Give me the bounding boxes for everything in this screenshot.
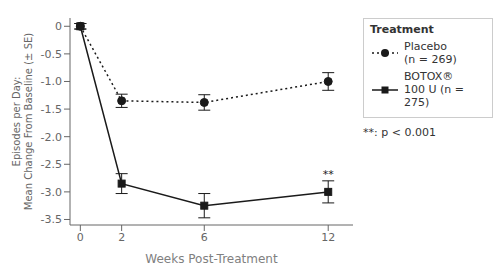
svg-text:Weeks Post-Treatment: Weeks Post-Treatment — [145, 252, 278, 265]
html-text:Treatment: Treatment — [370, 23, 434, 36]
svg-text:0: 0 — [77, 231, 84, 244]
svg-text:-0.5: -0.5 — [41, 48, 62, 61]
html-text:Placebo (n = 269): Placebo (n = 269) — [404, 40, 457, 66]
svg-text:6: 6 — [201, 231, 208, 244]
svg-text:-1.5: -1.5 — [41, 103, 62, 116]
svg-text:0: 0 — [55, 20, 62, 33]
html-text:BOTOX® 100 U (n = 275): BOTOX® 100 U (n = 275) — [404, 70, 464, 109]
svg-text:-2.5: -2.5 — [41, 158, 62, 171]
html-text:**: p < 0.001: **: p < 0.001 — [363, 126, 436, 139]
svg-text:**: ** — [323, 168, 335, 181]
svg-text:-3.5: -3.5 — [41, 213, 62, 226]
svg-text:-3.0: -3.0 — [41, 186, 62, 199]
svg-text:-2.0: -2.0 — [41, 131, 62, 144]
svg-text:-1.0: -1.0 — [41, 75, 62, 88]
svg-text:2: 2 — [118, 231, 125, 244]
svg-text:Episodes per Day:Mean Change F: Episodes per Day:Mean Change From Baseli… — [11, 33, 34, 211]
svg-text:12: 12 — [321, 231, 335, 244]
